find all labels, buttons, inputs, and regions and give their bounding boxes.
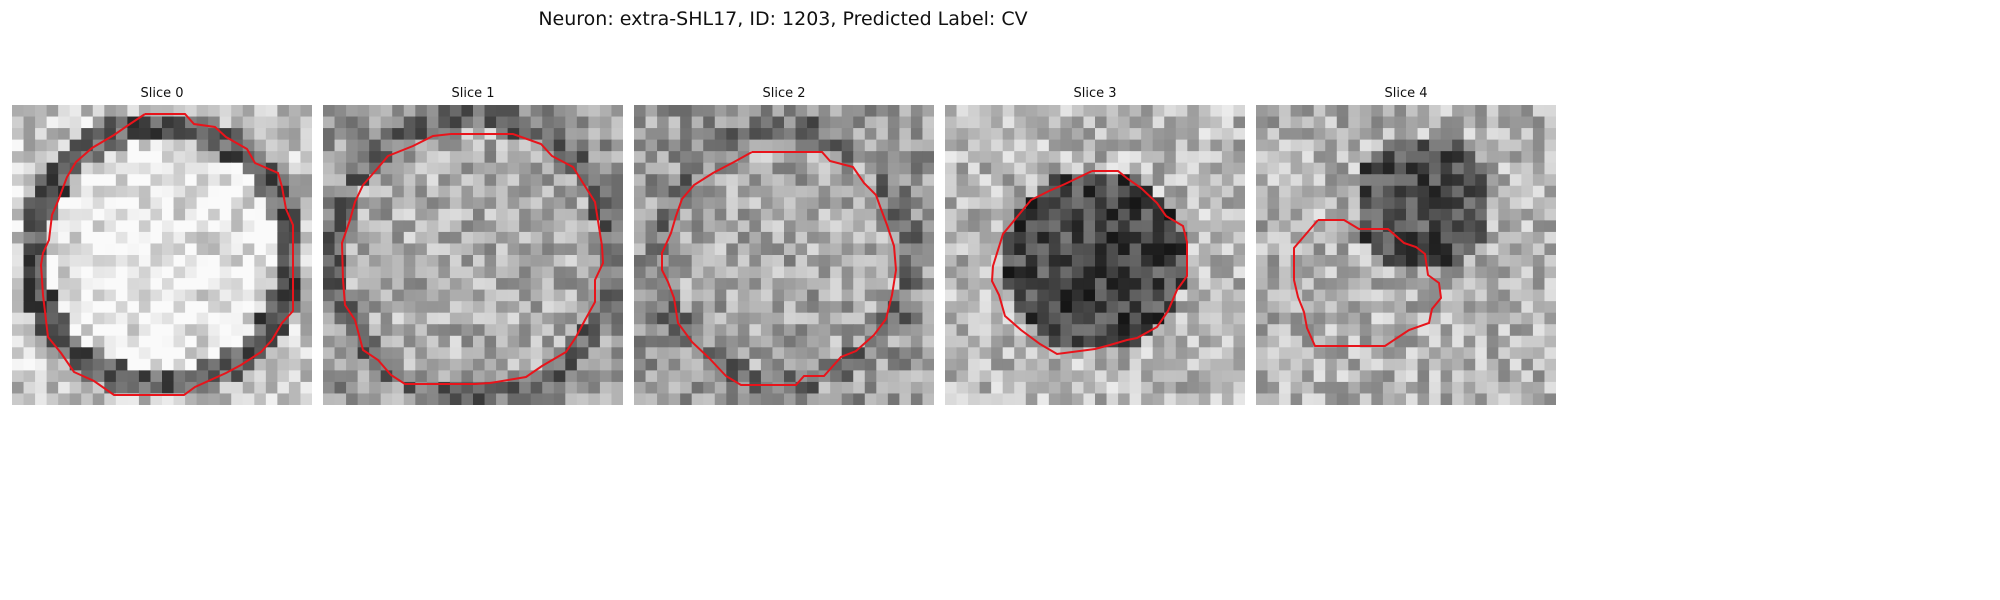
slice-2-title: Slice 2: [762, 86, 806, 101]
figure-title: Neuron: extra-SHL17, ID: 1203, Predicted…: [538, 8, 1028, 30]
slice-2-image: [634, 105, 934, 405]
slice-1-pixel-grid: [323, 105, 623, 405]
slice-3-contour: [990, 170, 1188, 356]
slice-4-image: [1256, 105, 1556, 405]
slice-2-contour: [661, 151, 898, 386]
slice-1-image: [323, 105, 623, 405]
slice-0-contour: [39, 113, 294, 396]
slice-0-image: [12, 105, 312, 405]
slice-3-image: [945, 105, 1245, 405]
slice-2-pixel-grid: [634, 105, 934, 405]
slice-4-pixel-grid: [1256, 105, 1556, 405]
slice-4-contour: [1293, 219, 1443, 347]
slice-1-title: Slice 1: [451, 86, 495, 101]
slice-3-pixel-grid: [945, 105, 1245, 405]
slice-4-title: Slice 4: [1384, 86, 1428, 101]
slice-1-contour: [340, 133, 605, 385]
slice-0-pixel-grid: [12, 105, 312, 405]
slice-0-title: Slice 0: [140, 86, 184, 101]
slice-3-title: Slice 3: [1073, 86, 1117, 101]
